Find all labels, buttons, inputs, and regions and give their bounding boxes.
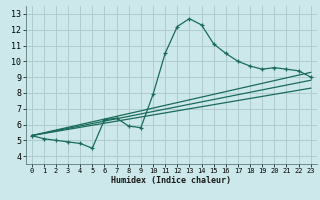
X-axis label: Humidex (Indice chaleur): Humidex (Indice chaleur) [111,176,231,185]
